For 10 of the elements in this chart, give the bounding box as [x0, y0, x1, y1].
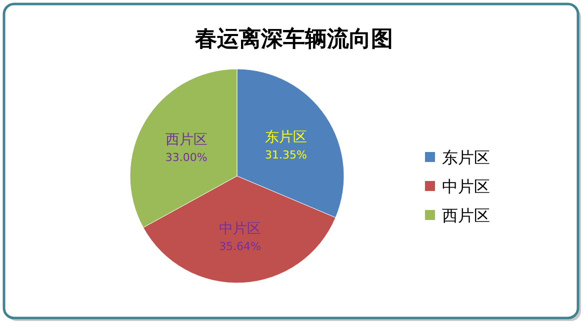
- slice-label: 东片区: [265, 129, 308, 146]
- data-label: 31.35%: [265, 148, 308, 162]
- slice-label: 西片区: [165, 132, 208, 148]
- legend-label: 西片区: [442, 206, 490, 225]
- chart-title: 春运离深车辆流向图: [194, 26, 393, 52]
- legend-label: 中片区: [442, 177, 490, 196]
- slice-label: 中片区: [219, 220, 262, 237]
- legend-label: 东片区: [442, 148, 490, 167]
- data-label: 35.64%: [219, 240, 262, 253]
- data-label: 33.00%: [165, 151, 208, 164]
